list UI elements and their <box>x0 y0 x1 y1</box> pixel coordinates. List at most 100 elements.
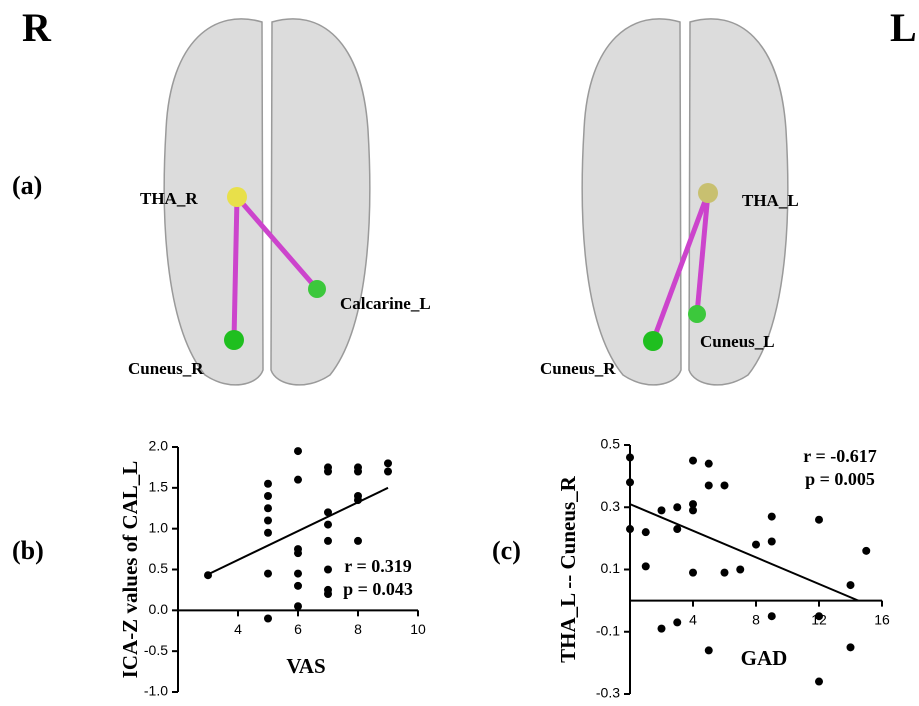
point <box>294 602 302 610</box>
point <box>354 468 362 476</box>
y-axis-label: THA_L -- Cuneus_R <box>556 475 580 663</box>
y-tick-label: 1.0 <box>149 519 169 535</box>
point <box>264 517 272 525</box>
panel-label: (c) <box>492 536 521 565</box>
point <box>642 562 650 570</box>
y-tick-label: 0.0 <box>149 601 169 617</box>
y-axis-label: ICA-Z values of CAL_L <box>118 461 142 679</box>
brain-right: THA_L Cuneus_R Cuneus_L <box>540 19 799 385</box>
point <box>847 643 855 651</box>
point <box>324 537 332 545</box>
annotation: p = 0.043 <box>343 579 413 599</box>
hemisphere <box>582 19 681 385</box>
annotation: r = 0.319 <box>344 556 411 576</box>
panel-label: (b) <box>12 536 44 565</box>
y-tick-label: -0.3 <box>596 685 620 701</box>
node <box>224 330 244 350</box>
point <box>324 590 332 598</box>
point <box>264 570 272 578</box>
point <box>815 612 823 620</box>
point <box>264 615 272 623</box>
point <box>642 528 650 536</box>
node-label: Cuneus_R <box>540 359 616 378</box>
y-tick-label: 0.3 <box>601 498 621 514</box>
y-tick-label: -0.5 <box>144 642 168 658</box>
point <box>689 506 697 514</box>
side-label: R <box>22 5 52 50</box>
connection <box>234 197 237 340</box>
point <box>354 537 362 545</box>
hemisphere <box>271 19 370 385</box>
y-tick-label: -1.0 <box>144 683 168 699</box>
point <box>673 618 681 626</box>
side-label: L <box>890 5 917 50</box>
point <box>705 481 713 489</box>
x-tick-label: 8 <box>354 621 362 637</box>
point <box>752 541 760 549</box>
panel-label: (a) <box>12 171 42 200</box>
point <box>264 480 272 488</box>
point <box>264 492 272 500</box>
point <box>847 581 855 589</box>
x-tick-label: 10 <box>410 621 426 637</box>
y-tick-label: -0.1 <box>596 622 620 638</box>
point <box>324 508 332 516</box>
annotation: p = 0.005 <box>805 469 875 489</box>
point <box>294 549 302 557</box>
point <box>815 678 823 686</box>
point <box>204 571 212 579</box>
point <box>264 529 272 537</box>
point <box>626 478 634 486</box>
x-tick-label: 4 <box>689 611 697 627</box>
point <box>324 521 332 529</box>
y-tick-label: 0.5 <box>601 436 621 452</box>
point <box>294 582 302 590</box>
figure: R L (a) (b) (c) THA_R Calcarine_L Cuneus… <box>0 0 919 706</box>
node <box>698 183 718 203</box>
point <box>768 537 776 545</box>
point <box>721 569 729 577</box>
y-tick-label: 2.0 <box>149 438 169 454</box>
node-label: THA_R <box>140 189 198 208</box>
y-tick-label: 1.5 <box>149 479 169 495</box>
node-label: Cuneus_R <box>128 359 204 378</box>
point <box>294 476 302 484</box>
point <box>721 481 729 489</box>
point <box>673 525 681 533</box>
y-tick-label: 0.5 <box>149 560 169 576</box>
point <box>384 459 392 467</box>
point <box>324 566 332 574</box>
annotation: r = -0.617 <box>803 446 876 466</box>
y-tick-label: 0.1 <box>601 560 621 576</box>
point <box>626 453 634 461</box>
point <box>862 547 870 555</box>
point <box>673 503 681 511</box>
point <box>815 516 823 524</box>
node <box>643 331 663 351</box>
x-axis-label: VAS <box>286 654 325 678</box>
node <box>688 305 706 323</box>
point <box>705 646 713 654</box>
x-tick-label: 6 <box>294 621 302 637</box>
point <box>354 496 362 504</box>
point <box>705 460 713 468</box>
node-label: Cuneus_L <box>700 332 775 351</box>
point <box>294 447 302 455</box>
point <box>384 468 392 476</box>
fit-line <box>630 504 858 600</box>
point <box>626 525 634 533</box>
point <box>689 457 697 465</box>
x-tick-label: 4 <box>234 621 242 637</box>
node <box>227 187 247 207</box>
node-label: THA_L <box>742 191 799 210</box>
point <box>294 570 302 578</box>
point <box>689 569 697 577</box>
x-tick-label: 8 <box>752 611 760 627</box>
point <box>324 468 332 476</box>
point <box>658 625 666 633</box>
point <box>264 504 272 512</box>
node-label: Calcarine_L <box>340 294 431 313</box>
point <box>736 566 744 574</box>
node <box>308 280 326 298</box>
brain-left: THA_R Calcarine_L Cuneus_R <box>128 19 431 385</box>
